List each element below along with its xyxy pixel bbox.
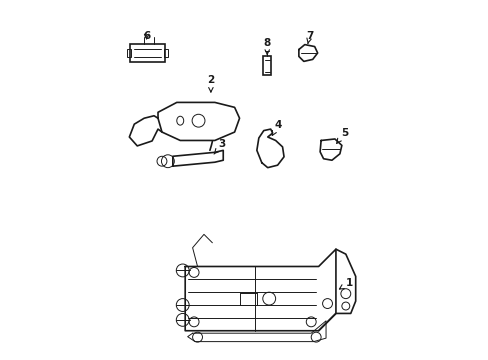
Text: 2: 2 xyxy=(207,75,214,92)
Text: 5: 5 xyxy=(336,128,347,143)
Text: 1: 1 xyxy=(339,278,352,289)
Bar xyxy=(164,49,168,58)
Text: 4: 4 xyxy=(272,120,281,135)
Text: 7: 7 xyxy=(305,31,313,44)
Bar xyxy=(263,57,271,75)
Text: 3: 3 xyxy=(214,139,225,154)
Bar xyxy=(130,44,165,62)
Bar xyxy=(126,49,131,58)
Text: 6: 6 xyxy=(142,31,150,41)
Text: 8: 8 xyxy=(263,37,270,54)
